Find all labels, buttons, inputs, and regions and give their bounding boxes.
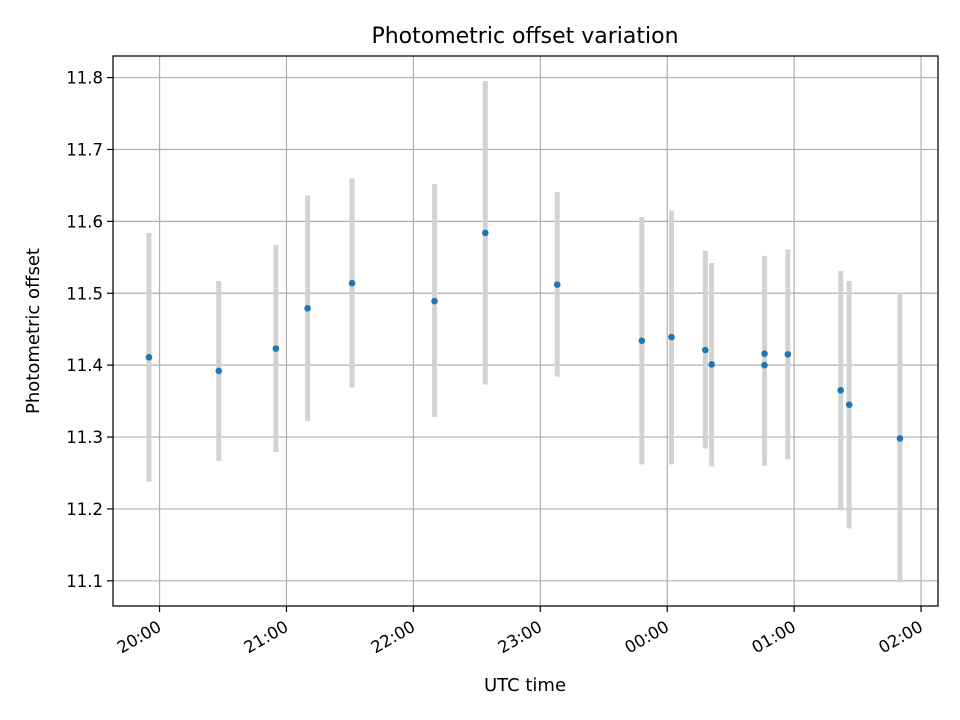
y-tick-label: 11.6: [66, 212, 103, 231]
data-point: [837, 387, 844, 394]
data-points: [145, 229, 904, 442]
x-axis-label: UTC time: [484, 675, 566, 696]
y-tick-label: 11.8: [66, 69, 103, 88]
data-point: [845, 401, 853, 408]
y-tick-label: 11.1: [66, 572, 103, 591]
plot-frame: [112, 55, 939, 607]
data-point: [784, 351, 792, 358]
data-point: [896, 435, 904, 442]
data-point: [145, 353, 153, 361]
data-point: [272, 345, 280, 352]
data-point: [668, 333, 675, 341]
y-tick-label: 11.5: [66, 284, 103, 303]
chart-title: Photometric offset variation: [371, 24, 678, 49]
grid-lines: [113, 56, 938, 606]
data-point: [638, 337, 646, 345]
y-axis-label: Photometric offset: [23, 248, 44, 414]
data-point: [431, 297, 438, 305]
data-point: [553, 281, 561, 288]
y-axis-ticks: 11.1 11.2 11.3 11.4 11.5 11.6 11.7 11.8: [66, 69, 113, 591]
y-tick-label: 11.2: [66, 500, 103, 519]
data-point: [761, 350, 768, 357]
data-point: [482, 229, 489, 237]
data-point: [761, 361, 768, 369]
data-point: [702, 346, 709, 354]
y-tick-label: 11.7: [66, 140, 103, 159]
data-point: [708, 361, 715, 368]
data-point: [348, 279, 356, 287]
data-point: [304, 305, 311, 312]
y-tick-label: 11.4: [66, 356, 103, 375]
data-point: [215, 367, 223, 375]
y-tick-label: 11.3: [66, 428, 103, 447]
